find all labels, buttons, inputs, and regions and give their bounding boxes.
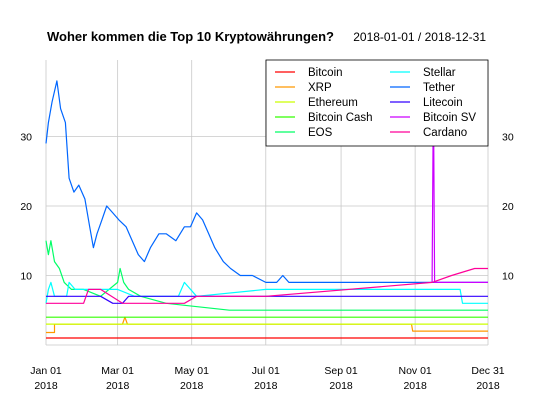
x-tick-label: Sep 01 <box>324 365 357 377</box>
legend-label-eos: EOS <box>308 127 333 139</box>
x-tick-year-label: 2018 <box>34 380 58 392</box>
legend-label-stellar: Stellar <box>423 67 456 79</box>
series-line-tether <box>45 80 488 283</box>
legend-box <box>265 59 489 147</box>
series-lines <box>45 80 488 339</box>
legend-label-litecoin: Litecoin <box>423 97 463 109</box>
axes: Jan 01 2018 Mar 01 2018 May 01 2018 Jul 01 2018… <box>20 131 514 392</box>
x-tick-label: Dec 31 <box>471 365 504 377</box>
y-tick-label-left: 20 <box>20 201 32 213</box>
series-line-xrp <box>46 316 488 334</box>
chart-subtitle: 2018-01-01 / 2018-12-31 <box>353 30 486 44</box>
series-line-stellar <box>45 281 488 304</box>
y-tick-label-right: 10 <box>502 270 514 282</box>
x-tick-label: Nov 01 <box>399 365 432 377</box>
legend-label-cardano: Cardano <box>423 127 467 139</box>
x-tick-year-label: 2018 <box>106 380 130 392</box>
x-tick-label: Mar 01 <box>101 365 134 377</box>
series-line-cardano <box>46 267 488 304</box>
x-tick-label: Jan 01 <box>30 365 62 377</box>
y-tick-label-right: 20 <box>502 201 514 213</box>
y-tick-label-left: 30 <box>20 131 32 143</box>
x-tick-year-label: 2018 <box>180 380 204 392</box>
legend: Bitcoin XRP Ethereum Bitcoin Cash EOS Stellar… <box>265 59 489 147</box>
chart-title: Woher kommen die Top 10 Kryptowährungen? <box>47 29 334 44</box>
legend-label-tether: Tether <box>423 82 455 94</box>
y-tick-label-left: 10 <box>20 270 32 282</box>
series-line-bitcoin-sv <box>431 87 488 283</box>
x-tick-label: May 01 <box>174 365 209 377</box>
x-tick-year-label: 2018 <box>403 380 427 392</box>
legend-label-ethereum: Ethereum <box>308 97 358 109</box>
x-tick-label: Jul 01 <box>252 365 280 377</box>
x-tick-year-label: 2018 <box>329 380 353 392</box>
y-tick-label-right: 30 <box>502 131 514 143</box>
legend-label-bitcoin: Bitcoin <box>308 67 343 79</box>
x-tick-year-label: 2018 <box>476 380 500 392</box>
x-tick-year-label: 2018 <box>254 380 278 392</box>
legend-label-bitcoin-cash: Bitcoin Cash <box>308 112 373 124</box>
legend-label-xrp: XRP <box>308 82 332 94</box>
legend-label-bitcoin-sv: Bitcoin SV <box>423 112 476 124</box>
